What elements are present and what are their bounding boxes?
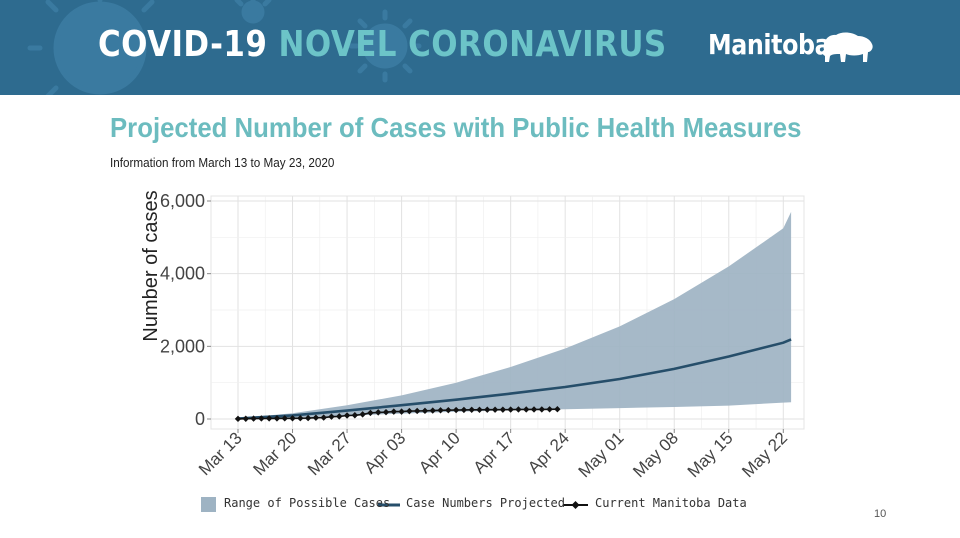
current-data-point	[398, 408, 405, 415]
legend-label-projected: Case Numbers Projected	[406, 496, 565, 510]
current-data-point	[390, 408, 397, 415]
current-data-point	[343, 412, 351, 419]
current-data-point	[499, 406, 507, 413]
current-data-point	[289, 415, 296, 422]
chart-current-data	[234, 405, 561, 423]
current-data-point	[437, 407, 444, 414]
current-data-point	[258, 415, 265, 422]
current-data-point	[297, 415, 304, 422]
bison-icon	[822, 32, 873, 62]
current-data-point	[367, 409, 374, 417]
header-banner: COVID-19 NOVEL CORONAVIRUS Manitoba	[0, 0, 960, 95]
y-tick-label: 6,000	[160, 191, 205, 211]
y-axis-label: Number of cases	[140, 190, 162, 341]
current-data-point	[328, 413, 335, 420]
legend-label-range: Range of Possible Cases	[224, 496, 391, 510]
projected-line	[237, 338, 792, 420]
current-data-point	[281, 415, 288, 422]
current-data-point	[406, 407, 413, 415]
chart-subtitle: Information from March 13 to May 23, 202…	[110, 155, 335, 170]
x-tick-label: Apr 10	[415, 428, 464, 477]
virus-decoration-icon	[27, 0, 422, 95]
current-data-point	[375, 409, 382, 416]
current-data-point	[546, 406, 553, 413]
current-data-point	[265, 415, 273, 422]
x-tick-label: May 08	[629, 428, 682, 481]
banner-title-part2: NOVEL CORONAVIRUS	[278, 24, 667, 65]
page-number: 10	[874, 508, 887, 520]
current-data-point	[476, 406, 483, 413]
x-tick-label: Apr 17	[470, 428, 519, 477]
current-data-point	[554, 405, 561, 413]
current-data-point	[359, 411, 366, 418]
y-tick-label: 0	[195, 409, 205, 429]
current-data-point	[507, 406, 514, 413]
x-tick-label: May 22	[738, 428, 791, 481]
current-data-point	[538, 406, 546, 413]
current-data-point	[250, 415, 257, 422]
x-tick-label: May 01	[575, 428, 628, 481]
plot-panel	[210, 195, 805, 430]
current-data-point	[382, 408, 390, 416]
current-data-point	[523, 406, 530, 413]
banner-title: COVID-19 NOVEL CORONAVIRUS	[98, 24, 667, 65]
current-data-point	[491, 406, 499, 413]
manitoba-logo: Manitoba	[708, 28, 831, 61]
current-data-point	[312, 414, 320, 421]
x-tick-label: Mar 27	[304, 428, 355, 479]
legend-swatch-range	[201, 497, 216, 512]
legend-swatch-current-marker	[571, 501, 580, 509]
current-data-point	[320, 414, 327, 421]
current-data-point	[429, 407, 436, 414]
current-data-point	[351, 412, 359, 419]
current-data-point	[515, 406, 522, 413]
current-data-point	[413, 407, 421, 415]
chart-title: Projected Number of Cases with Public He…	[110, 112, 802, 143]
current-data-point	[304, 414, 312, 422]
chart-legend	[201, 497, 588, 512]
current-data-point	[421, 407, 429, 415]
current-data-point	[273, 415, 281, 422]
x-tick-label: May 15	[684, 428, 737, 481]
y-tick-label: 4,000	[160, 264, 205, 284]
chart-range-area	[238, 211, 792, 419]
x-tick-label: Mar 20	[250, 428, 301, 479]
current-data-point	[484, 406, 491, 413]
x-tick-label: Apr 03	[361, 428, 410, 477]
x-tick-label: Apr 24	[524, 428, 573, 477]
current-data-point	[460, 406, 468, 414]
current-data-point	[336, 413, 343, 420]
current-data-point	[234, 415, 242, 423]
banner-title-part1: COVID-19	[98, 24, 268, 65]
current-data-point	[242, 415, 249, 422]
range-area	[238, 211, 792, 419]
current-data-point	[468, 406, 475, 414]
x-tick-label: Mar 13	[195, 428, 246, 479]
chart-projected-line	[237, 338, 792, 420]
current-data-point	[452, 406, 460, 414]
current-data-point	[445, 406, 452, 414]
current-data-point	[530, 406, 538, 413]
legend-label-current: Current Manitoba Data	[595, 496, 747, 510]
y-tick-label: 2,000	[160, 336, 205, 356]
